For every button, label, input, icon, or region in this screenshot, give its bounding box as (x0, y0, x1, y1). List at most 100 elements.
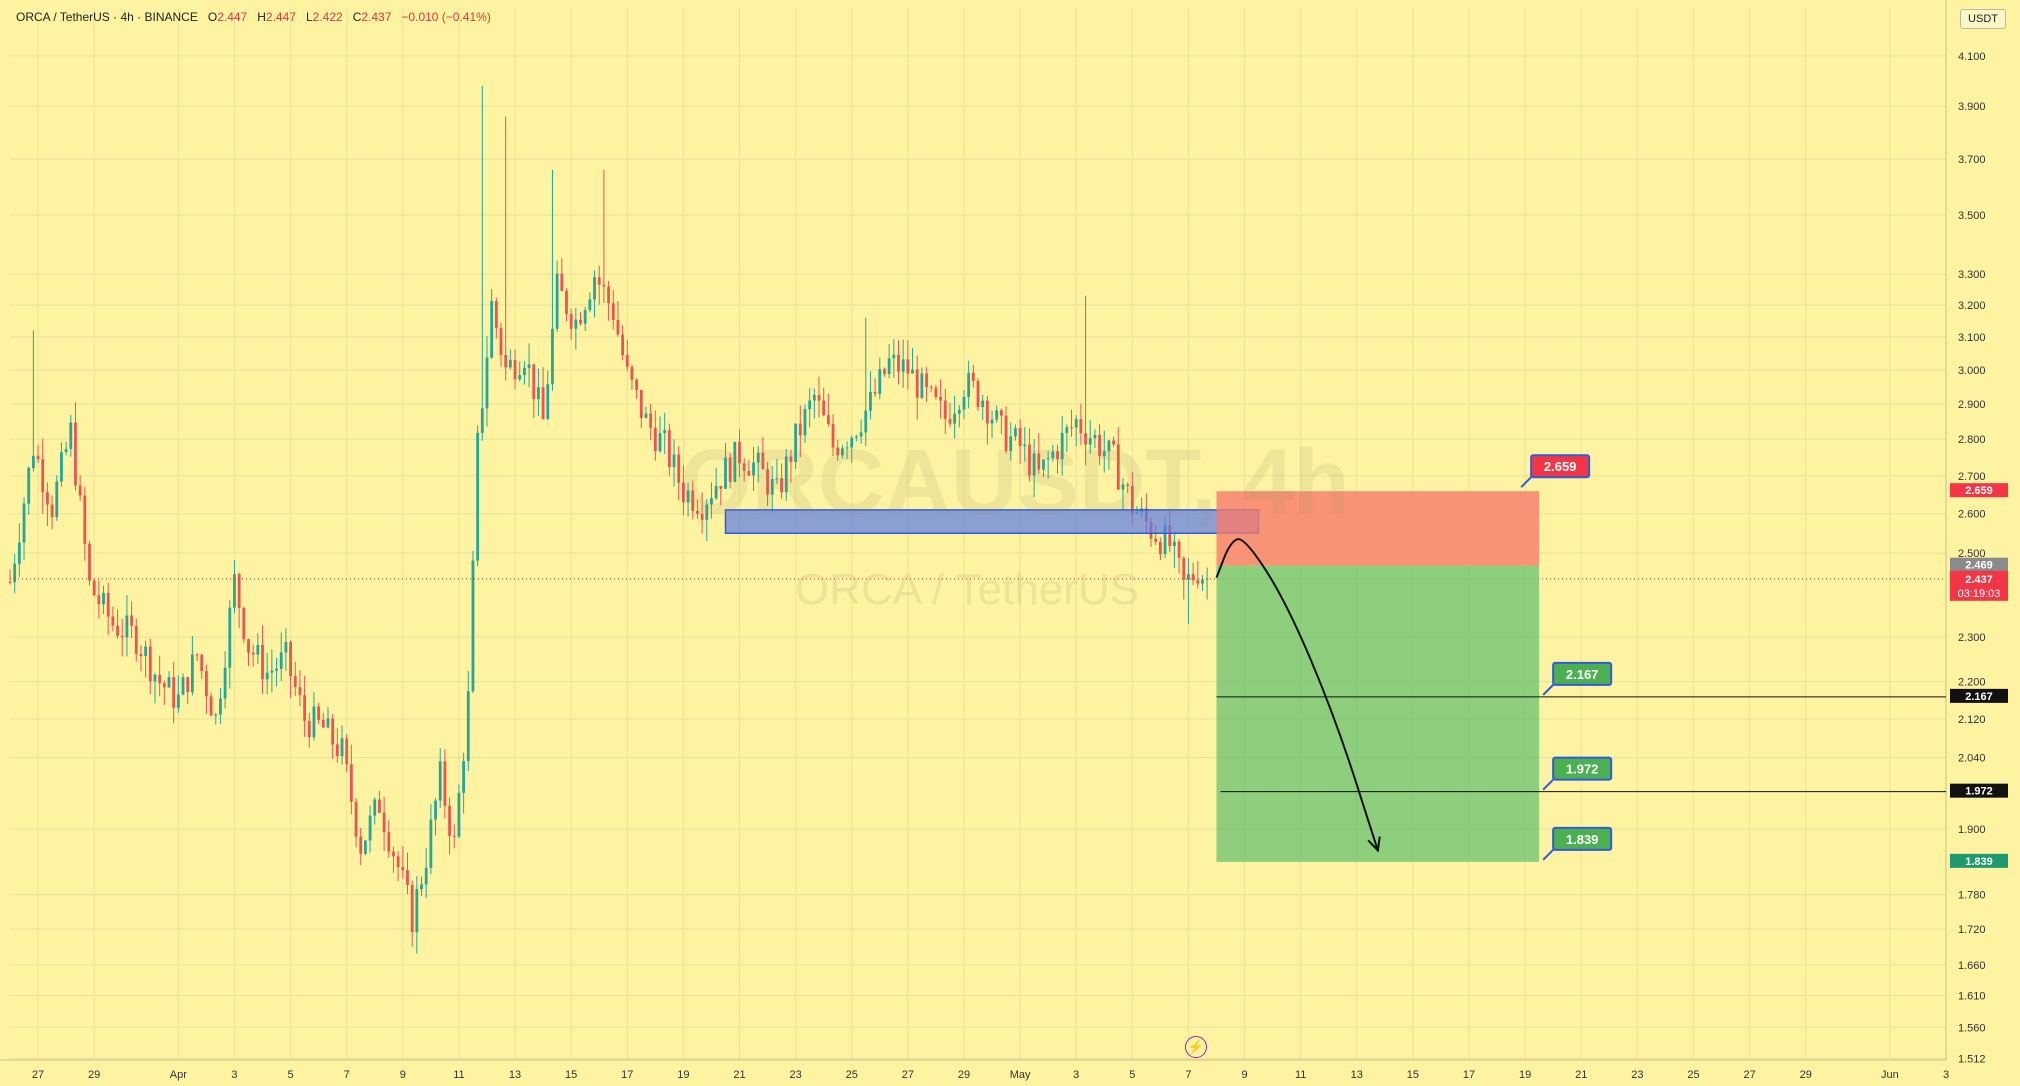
candle-body (934, 387, 938, 398)
symbol-name[interactable]: ORCA / TetherUS · 4h · BINANCE (16, 10, 198, 24)
candle (293, 661, 297, 696)
x-tick-label: 3 (1073, 1069, 1079, 1081)
reference-price-tag-box (1950, 557, 2008, 572)
candle (663, 412, 667, 454)
candle-body (275, 668, 278, 671)
x-tick-label: 9 (400, 1069, 406, 1081)
candle (485, 336, 489, 427)
candle-body (1154, 538, 1158, 542)
candle (579, 311, 582, 326)
candle-body (331, 718, 335, 745)
candle-body (565, 290, 568, 315)
candle (1056, 444, 1059, 474)
candle-body (494, 301, 498, 328)
y-tick-label: 2.700 (1958, 471, 1986, 483)
candle (798, 405, 802, 458)
candle-body (1056, 451, 1059, 460)
candle-body (915, 369, 919, 398)
candle-body (812, 394, 816, 401)
candle-body (1121, 484, 1125, 490)
candle-body (480, 408, 484, 433)
candle-body (836, 447, 840, 456)
candle-body (317, 706, 321, 720)
candle (588, 292, 592, 313)
candle (1187, 558, 1190, 624)
candle-body (1074, 419, 1078, 428)
candle (144, 640, 148, 678)
candle (363, 839, 367, 856)
take-profit-label: 1.839 (1542, 826, 1613, 861)
candle-body (644, 413, 648, 418)
close-label: C (352, 10, 362, 24)
candle (1079, 403, 1083, 446)
take-profit-label-box (1552, 661, 1613, 686)
candle-body (752, 462, 755, 476)
stop-price-tag-box (1950, 483, 2008, 498)
y-tick-label: 2.300 (1958, 632, 1986, 644)
candle (981, 394, 985, 421)
candle-body (359, 836, 363, 854)
candle-body (1196, 580, 1200, 584)
candle (378, 790, 381, 814)
candle (1037, 433, 1041, 474)
candle-body (1051, 451, 1055, 459)
candle (64, 441, 68, 456)
candle-body (354, 801, 358, 837)
candle (883, 367, 886, 377)
watermark-ticker: ORCAUSDT, 4h (680, 431, 1350, 533)
candle (307, 712, 311, 748)
tp2-price-tag-text: 1.972 (1965, 786, 1993, 798)
candle-body (134, 625, 138, 654)
candle (943, 388, 947, 435)
candle (551, 169, 554, 391)
candle-body (219, 698, 222, 715)
candle-body (195, 654, 199, 656)
candle-body (256, 644, 260, 655)
candle-body (728, 457, 732, 482)
candle (321, 712, 325, 728)
candle-body (144, 646, 148, 657)
candle-body (719, 486, 723, 489)
candle (247, 638, 250, 667)
candle-body (1158, 541, 1162, 555)
candle (261, 625, 264, 695)
candle-body (181, 677, 185, 695)
candle (60, 442, 63, 487)
candle (1196, 561, 1200, 589)
candle (836, 439, 840, 461)
candle (649, 403, 653, 441)
candle-body (625, 354, 629, 367)
candle-body (1023, 444, 1027, 447)
candle-body (1032, 453, 1036, 476)
candle-body (462, 761, 466, 793)
candle-body (686, 490, 690, 503)
candle (162, 680, 166, 706)
currency-unit-button[interactable]: USDT (1960, 9, 2006, 29)
candle-body (784, 456, 788, 493)
candle-body (1079, 419, 1083, 434)
candle (424, 847, 428, 899)
candle (705, 499, 709, 542)
candle-body (733, 441, 737, 482)
candle (490, 289, 494, 359)
symbol-header[interactable]: ORCA / TetherUS · 4h · BINANCE O2.447 H2… (16, 10, 491, 24)
candle (869, 371, 872, 420)
candle-body (780, 478, 783, 493)
candle-body (602, 284, 606, 287)
candle (415, 876, 419, 954)
lightning-icon[interactable]: ⚡ (1185, 1036, 1207, 1058)
candle-body (1191, 574, 1195, 581)
candle-body (1107, 440, 1111, 452)
candle (658, 416, 662, 453)
candle (223, 651, 227, 709)
candle-body (864, 410, 868, 433)
candle (228, 600, 232, 689)
y-tick-label: 2.800 (1958, 434, 1986, 446)
candle-body (906, 359, 910, 374)
candle-body (363, 840, 367, 854)
candle-body (1093, 434, 1097, 439)
candle (911, 348, 914, 374)
candle (1028, 428, 1031, 482)
candle-body (321, 719, 325, 728)
